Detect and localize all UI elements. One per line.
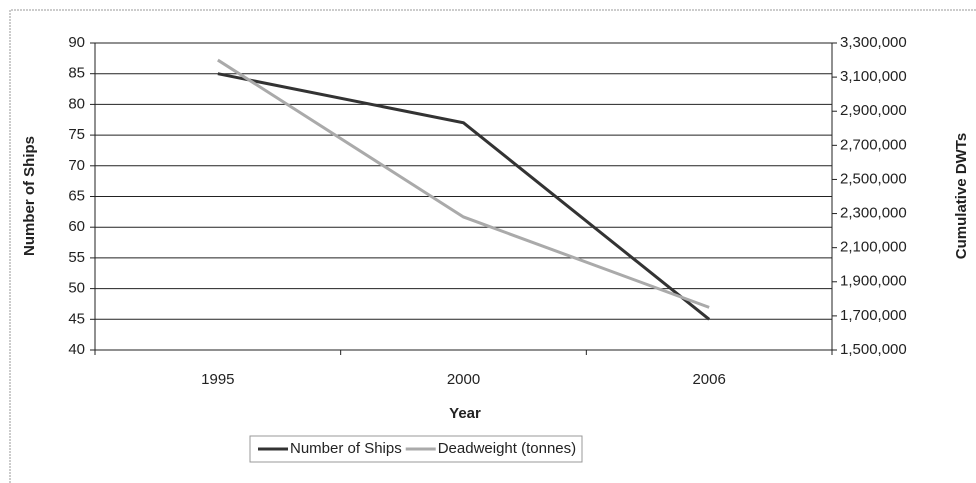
legend-label: Deadweight (tonnes) — [438, 440, 576, 457]
y2-tick-label: 2,300,000 — [840, 205, 907, 222]
x-axis-title: Year — [449, 405, 481, 422]
y2-tick-label: 2,900,000 — [840, 102, 907, 119]
series-line — [217, 58, 710, 309]
y2-tick-label: 3,100,000 — [840, 68, 907, 85]
y-tick-label: 40 — [68, 341, 85, 358]
y2-axis-title: Cumulative DWTs — [953, 133, 970, 259]
x-tick-label: 1995 — [201, 371, 234, 388]
y2-tick-label: 2,100,000 — [840, 239, 907, 256]
frame — [9, 9, 976, 483]
y2-tick-label: 1,900,000 — [840, 273, 907, 290]
y-tick-label: 45 — [68, 310, 85, 327]
y-tick-label: 65 — [68, 187, 85, 204]
y-tick-label: 55 — [68, 249, 85, 266]
x-tick-label: 2000 — [447, 371, 480, 388]
y-tick-label: 50 — [68, 280, 85, 297]
y-axis-title: Number of Ships — [21, 136, 38, 256]
y2-tick-label: 3,300,000 — [840, 34, 907, 51]
series-line — [217, 72, 711, 321]
y2-tick-label: 1,700,000 — [840, 307, 907, 324]
x-tick-label: 2006 — [692, 371, 725, 388]
y2-tick-label: 2,500,000 — [840, 170, 907, 187]
y-tick-label: 60 — [68, 218, 85, 235]
y-tick-label: 75 — [68, 126, 85, 143]
y-tick-label: 90 — [68, 34, 85, 51]
y2-tick-label: 1,500,000 — [840, 341, 907, 358]
legend-label: Number of Ships — [290, 440, 402, 457]
y-tick-label: 70 — [68, 157, 85, 174]
y-tick-label: 85 — [68, 65, 85, 82]
y2-tick-label: 2,700,000 — [840, 136, 907, 153]
y-tick-label: 80 — [68, 95, 85, 112]
